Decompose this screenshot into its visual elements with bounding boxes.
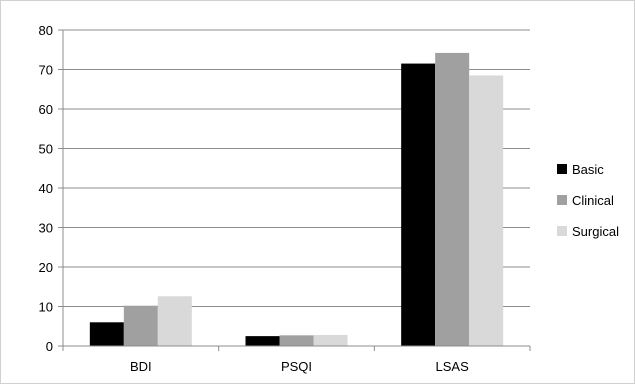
bar-clinical-lsas bbox=[435, 52, 470, 346]
bar-surgical-psqi bbox=[313, 334, 348, 346]
bar-basic-psqi bbox=[245, 336, 280, 346]
legend-label-basic: Basic bbox=[572, 162, 604, 177]
legend-swatch-surgical bbox=[557, 226, 567, 236]
y-tick-label: 50 bbox=[39, 142, 53, 157]
x-tick-label: BDI bbox=[130, 359, 152, 374]
bar-clinical-bdi bbox=[123, 305, 158, 346]
y-tick-label: 0 bbox=[46, 339, 53, 354]
y-tick-label: 10 bbox=[39, 300, 53, 315]
x-tick-label: LSAS bbox=[436, 359, 470, 374]
bar-surgical-bdi bbox=[157, 296, 192, 346]
y-tick-label: 60 bbox=[39, 102, 53, 117]
y-tick-label: 30 bbox=[39, 221, 53, 236]
legend-swatch-basic bbox=[557, 164, 567, 174]
x-axis-ticks: BDI PSQI LSAS bbox=[62, 346, 531, 374]
y-tick-label: 70 bbox=[39, 63, 53, 78]
legend-label-surgical: Surgical bbox=[572, 224, 619, 239]
legend: Basic Clinical Surgical bbox=[557, 162, 619, 239]
y-axis-ticks: 0 10 20 30 40 50 60 70 80 bbox=[39, 23, 63, 354]
bar-basic-bdi bbox=[89, 322, 124, 346]
legend-label-clinical: Clinical bbox=[572, 193, 614, 208]
y-tick-label: 40 bbox=[39, 181, 53, 196]
bars bbox=[89, 52, 504, 347]
legend-swatch-clinical bbox=[557, 195, 567, 205]
y-tick-label: 80 bbox=[39, 23, 53, 38]
bar-basic-lsas bbox=[401, 63, 436, 346]
bar-clinical-psqi bbox=[279, 335, 314, 346]
bar-surgical-lsas bbox=[469, 75, 504, 347]
x-tick-label: PSQI bbox=[281, 359, 312, 374]
y-tick-label: 20 bbox=[39, 260, 53, 275]
